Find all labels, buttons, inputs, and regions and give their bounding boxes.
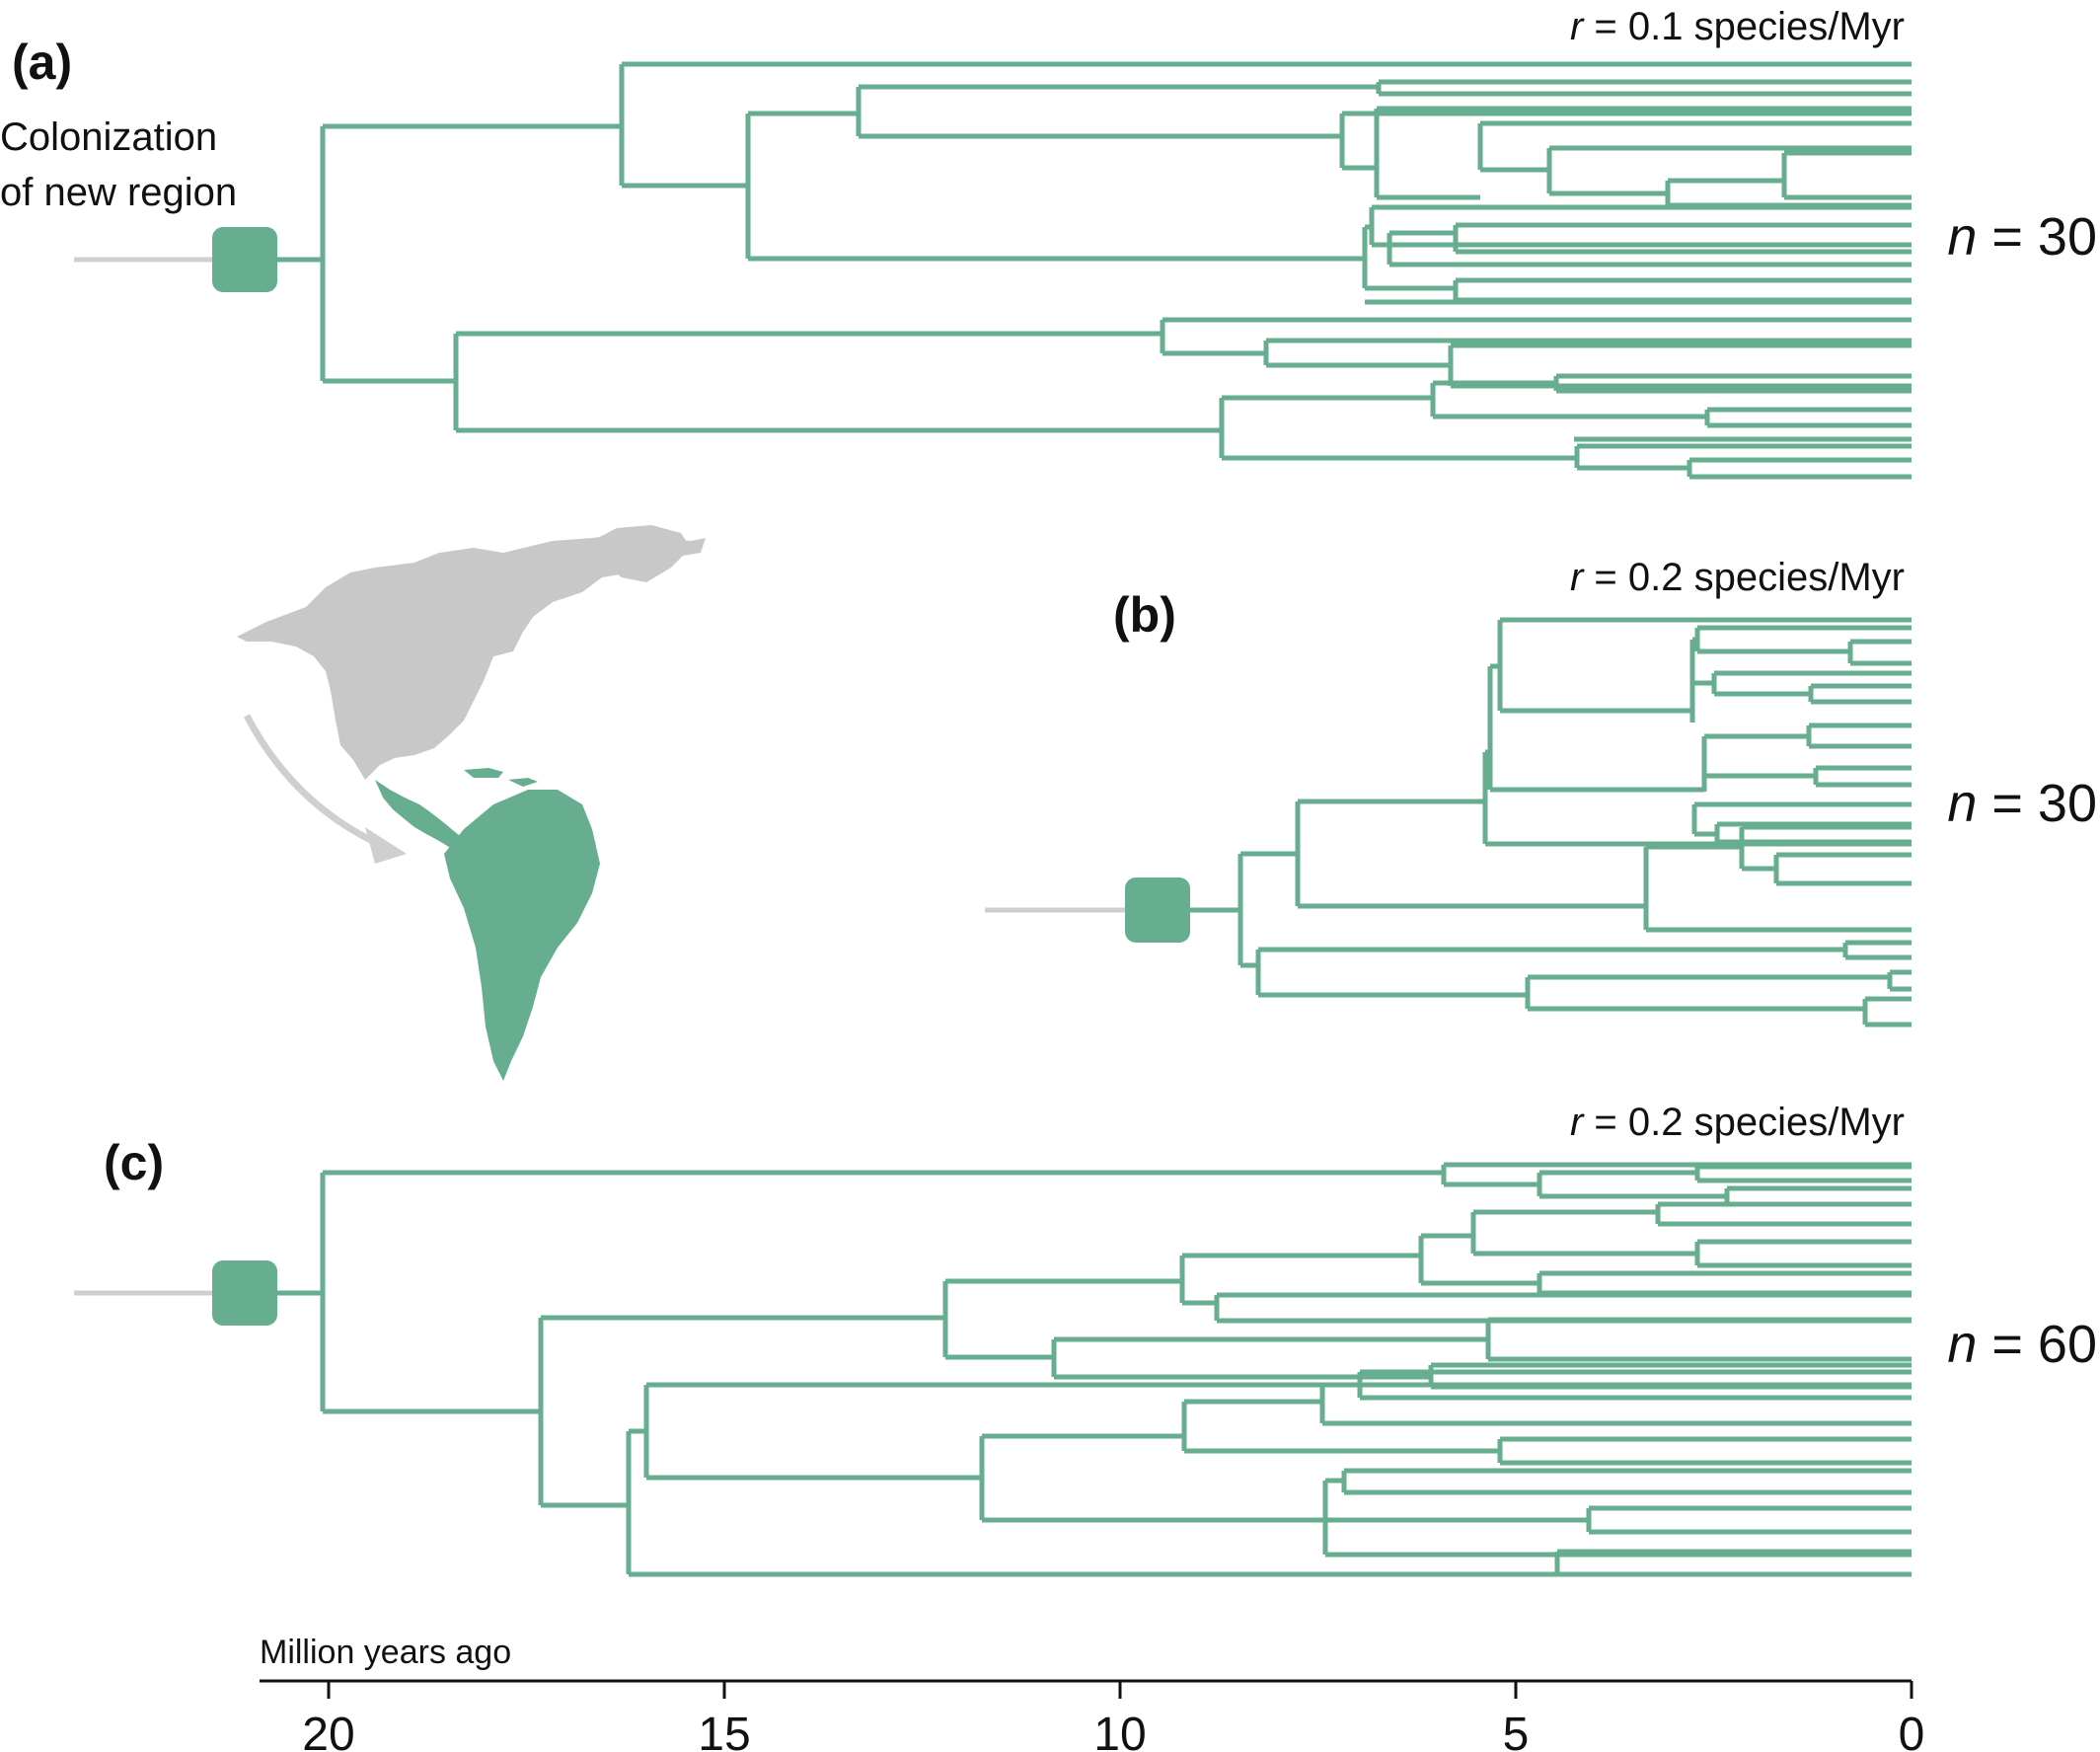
panel-a-rate: r = 0.1 species/Myr — [1570, 5, 1905, 48]
panel-c-label: (c) — [104, 1135, 164, 1190]
panel-b-count: n = 30 — [1947, 774, 2097, 833]
axis-tick-label-15: 15 — [698, 1709, 750, 1752]
panel-c-rate: r = 0.2 species/Myr — [1570, 1101, 1905, 1144]
panel-c: (c) r = 0.2 species/Myr n = 60 — [74, 1101, 2097, 1577]
panel-a: (a) Colonization of new region r = 0.1 s… — [0, 5, 2097, 480]
south-america — [444, 790, 600, 1081]
migration-arrowhead — [365, 827, 407, 864]
caribbean-islands — [464, 768, 538, 787]
panel-a-colonization-node — [212, 227, 277, 292]
north-america-landmass — [237, 533, 706, 780]
axis-tick-label-5: 5 — [1503, 1709, 1530, 1752]
panel-c-tree — [277, 1162, 1912, 1577]
panel-c-count: n = 60 — [1947, 1315, 2097, 1374]
axis-ticks: 20 15 10 5 0 — [302, 1681, 1924, 1752]
axis-tick-label-20: 20 — [302, 1709, 354, 1752]
axis-tick-label-10: 10 — [1093, 1709, 1146, 1752]
panel-b-colonization-node — [1125, 877, 1190, 943]
panel-a-label: (a) — [12, 35, 72, 90]
panel-c-colonization-node — [212, 1260, 277, 1326]
panel-a-count: n = 30 — [1947, 207, 2097, 267]
time-axis: Million years ago 20 15 10 5 0 — [260, 1634, 1924, 1752]
migration-arrow-icon — [243, 714, 392, 853]
panel-b: (b) r = 0.2 species/Myr n = 30 — [985, 556, 2097, 1028]
colonization-note-line-2: of new region — [0, 171, 237, 214]
panel-b-rate: r = 0.2 species/Myr — [1570, 556, 1905, 599]
americas-map-icon — [237, 525, 706, 1081]
colonization-note-line-1: Colonization — [0, 115, 217, 159]
panel-a-tree — [277, 61, 1912, 480]
panel-b-label: (b) — [1113, 587, 1176, 643]
greenland — [592, 525, 691, 582]
axis-title: Million years ago — [260, 1634, 511, 1671]
axis-tick-label-0: 0 — [1899, 1709, 1925, 1752]
panel-b-tree — [1190, 617, 1912, 1028]
central-america — [375, 780, 472, 853]
